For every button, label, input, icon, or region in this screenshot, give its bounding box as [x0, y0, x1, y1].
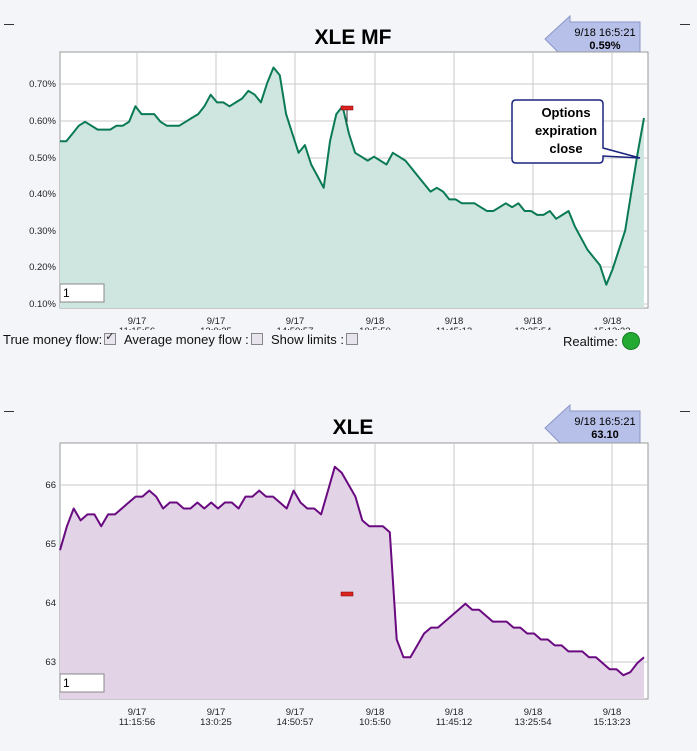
show-limits-label: Show limits : [271, 332, 344, 347]
badge-value: 63.10 [591, 429, 619, 441]
zoom-input[interactable]: 1 [59, 673, 105, 693]
y-tick-label: 0.70% [29, 79, 56, 90]
x-tick-time: 14:50:57 [277, 326, 314, 330]
y-tick-label: 0.20% [29, 262, 56, 273]
x-tick-time: 13:25:54 [515, 326, 552, 330]
chart-title: XLE MF [315, 26, 392, 49]
collapse-dash[interactable] [4, 411, 14, 412]
x-tick-time: 11:45:12 [436, 326, 472, 330]
show-limits-checkbox[interactable] [345, 333, 358, 345]
x-tick-time: 14:50:57 [277, 717, 314, 728]
show-limits-toggle[interactable]: Show limits : [271, 332, 358, 347]
realtime-toggle[interactable]: Realtime: [563, 332, 640, 350]
average-money-flow-toggle[interactable]: Average money flow : [124, 332, 263, 347]
badge-time: 9/18 16:5:21 [574, 27, 635, 39]
realtime-label: Realtime: [563, 334, 618, 349]
event-marker [340, 591, 354, 597]
x-tick-date: 9/18 [603, 707, 622, 718]
x-tick-time: 11:45:12 [436, 717, 472, 728]
y-tick-label: 0.50% [29, 153, 56, 164]
zoom-input-value: 1 [63, 286, 70, 300]
badge-value: 0.59% [589, 40, 620, 52]
series-area [60, 466, 644, 699]
x-tick-date: 9/18 [445, 316, 464, 327]
x-tick-date: 9/18 [524, 707, 543, 718]
true-money-flow-label: True money flow: [3, 332, 103, 347]
y-tick-label: 0.30% [29, 226, 56, 237]
x-tick-time: 11:15:56 [119, 326, 155, 330]
y-tick-label: 65 [45, 539, 56, 550]
collapse-dash[interactable] [680, 411, 690, 412]
x-tick-time: 10:5:50 [359, 326, 391, 330]
x-tick-date: 9/17 [128, 316, 147, 327]
y-tick-label: 0.10% [29, 299, 56, 310]
series-line [60, 66, 645, 286]
true-money-flow-toggle[interactable]: True money flow: [3, 330, 117, 347]
true-money-flow-checkbox[interactable] [104, 330, 117, 345]
x-tick-date: 9/17 [128, 707, 147, 718]
chart-title: XLE [333, 416, 374, 439]
series-line [59, 465, 645, 677]
controls-bar: True money flow: Average money flow : Sh… [3, 330, 689, 350]
x-tick-date: 9/18 [603, 316, 622, 327]
series-area [60, 67, 644, 308]
average-money-flow-checkbox[interactable] [250, 333, 263, 345]
x-tick-date: 9/18 [366, 707, 385, 718]
badge-time: 9/18 16:5:21 [574, 416, 635, 428]
x-tick-date: 9/17 [207, 707, 226, 718]
y-tick-label: 0.60% [29, 116, 56, 127]
y-tick-label: 0.40% [29, 189, 56, 200]
annotation-callout: Options expiration close [511, 99, 641, 164]
x-tick-date: 9/18 [445, 707, 464, 718]
x-tick-time: 15:13:23 [594, 717, 631, 728]
x-tick-time: 13:0:25 [200, 326, 232, 330]
y-tick-label: 66 [45, 480, 56, 491]
x-tick-time: 10:5:50 [359, 717, 391, 728]
x-tick-date: 9/17 [286, 707, 305, 718]
x-tick-date: 9/17 [286, 316, 305, 327]
collapse-dash[interactable] [4, 24, 14, 25]
xle-mf-chart: XLE MF 9/18 16:5:21 0.59% 0.10% 0.20% 0.30… [29, 14, 649, 330]
realtime-status-icon[interactable] [621, 332, 640, 350]
annotation-line-3: close [549, 141, 582, 156]
x-tick-time: 13:0:25 [200, 717, 232, 728]
zoom-input[interactable]: 1 [59, 283, 105, 303]
collapse-dash[interactable] [680, 24, 690, 25]
average-money-flow-label: Average money flow : [124, 332, 249, 347]
y-tick-label: 63 [45, 657, 56, 668]
event-marker [340, 105, 354, 122]
x-tick-time: 13:25:54 [515, 717, 552, 728]
x-tick-time: 15:13:23 [594, 326, 631, 330]
zoom-input-value: 1 [63, 676, 70, 690]
x-tick-date: 9/18 [366, 316, 385, 327]
y-tick-label: 64 [45, 598, 56, 609]
x-tick-date: 9/18 [524, 316, 543, 327]
annotation-line-2: expiration [535, 123, 597, 138]
annotation-line-1: Options [541, 105, 590, 120]
x-tick-date: 9/17 [207, 316, 226, 327]
x-tick-time: 11:15:56 [119, 717, 155, 728]
